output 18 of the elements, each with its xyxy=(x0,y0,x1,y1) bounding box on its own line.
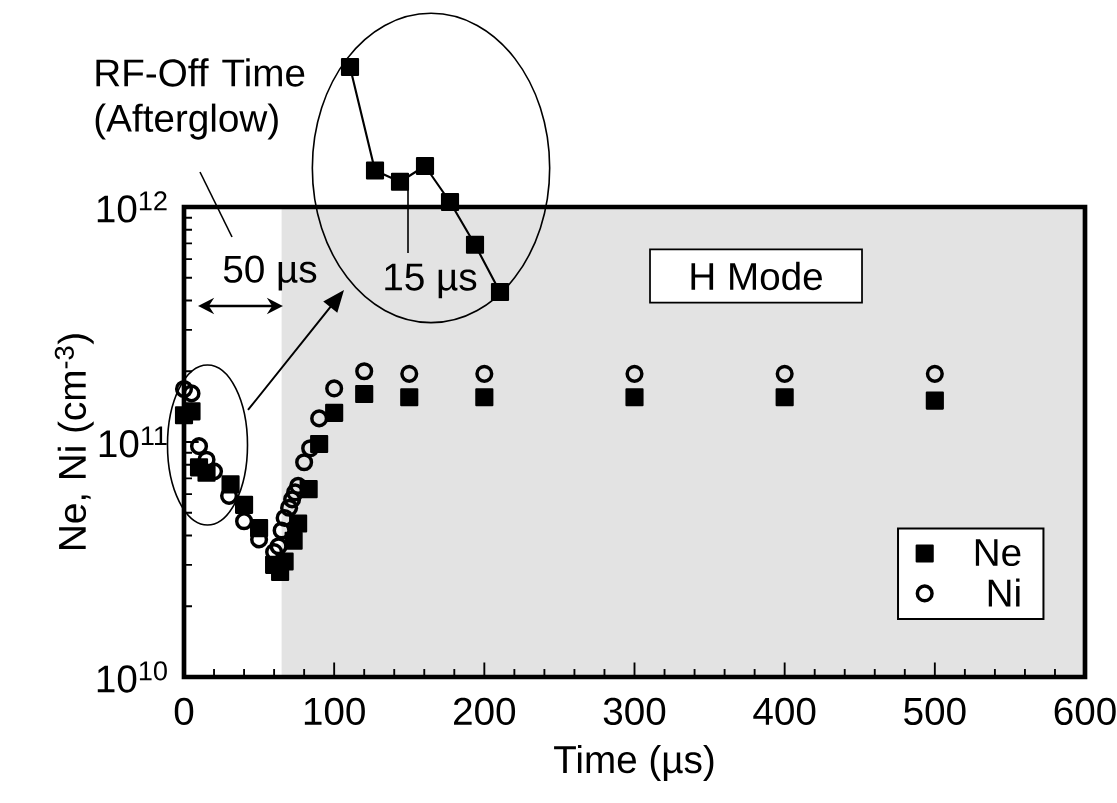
y-tick-label: 10$^{12}$ xyxy=(97,191,167,223)
annotation: H Mode xyxy=(691,261,822,291)
y-axis-title: Ne, Ni (cm$^{-3}$) xyxy=(54,334,94,549)
x-tick-label: 0 xyxy=(174,697,194,726)
y-tick-label: 10$^{11}$ xyxy=(99,426,167,458)
x-tick-label: 500 xyxy=(904,697,966,726)
annotation: 15 µs xyxy=(385,263,477,299)
x-tick-label: 600 xyxy=(1054,697,1116,726)
text: RF-Off Time (Afterglow) xyxy=(95,58,305,140)
x-tick-label: 300 xyxy=(603,697,666,726)
legend-label: Ne xyxy=(975,539,1021,567)
x-tick-label: 400 xyxy=(753,697,816,726)
x-tick-label: 200 xyxy=(454,697,516,726)
annotation: 50 µs xyxy=(223,255,317,291)
y-tick-label: 10$^{10}$ xyxy=(97,661,167,693)
legend-label: Ni xyxy=(988,578,1020,607)
x-tick-label: 100 xyxy=(304,697,365,726)
x-axis-title: Time (µs) xyxy=(554,744,714,781)
